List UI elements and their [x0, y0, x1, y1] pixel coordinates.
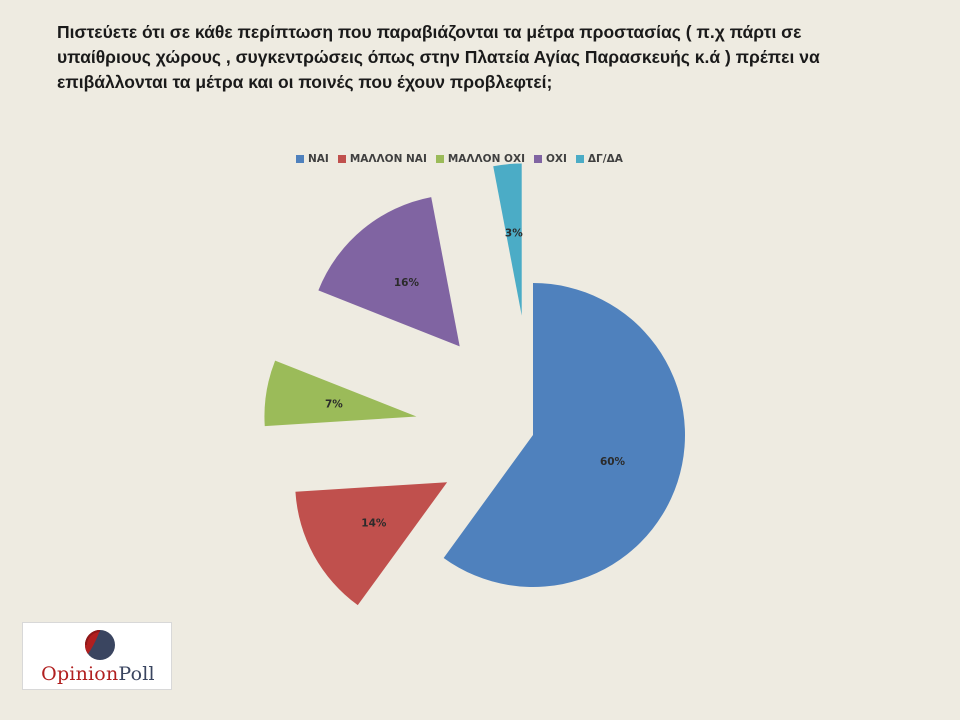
logo-wordmark: OpinionPoll	[23, 663, 173, 685]
legend-item-dg-da: ΔΓ/ΔΑ	[575, 153, 623, 165]
data-label: 60%	[600, 456, 626, 468]
legend-swatch	[575, 155, 584, 163]
legend-item-oxi: ΟΧΙ	[533, 153, 567, 165]
slice-nai	[443, 283, 686, 588]
opinionpoll-logo: OpinionPoll	[22, 622, 172, 690]
legend-item-nai: ΝΑΙ	[296, 153, 329, 165]
legend-label: ΜΑΛΛΟΝ ΟΧΙ	[447, 153, 525, 165]
legend-swatch	[435, 155, 444, 163]
slice-mallon-nai	[295, 482, 448, 606]
legend-label: ΔΓ/ΔΑ	[587, 153, 623, 165]
data-label: 16%	[394, 277, 420, 289]
legend-swatch	[296, 155, 304, 163]
legend-item-mallon-nai: ΜΑΛΛΟΝ ΝΑΙ	[337, 153, 427, 165]
legend-item-mallon-oxi: ΜΑΛΛΟΝ ΟΧΙ	[435, 153, 525, 165]
chart-legend: ΝΑΙ ΜΑΛΛΟΝ ΝΑΙ ΜΑΛΛΟΝ ΟΧΙ ΟΧΙ ΔΓ/ΔΑ	[296, 150, 632, 168]
logo-text-opinion: Opinion	[41, 663, 119, 685]
data-label: 14%	[361, 517, 387, 529]
legend-label: ΜΑΛΛΟΝ ΝΑΙ	[349, 153, 427, 165]
legend-swatch	[337, 155, 346, 163]
survey-question: Πιστεύετε ότι σε κάθε περίπτωση που παρα…	[57, 22, 820, 92]
slice-mallon-oxi	[264, 360, 417, 427]
logo-mark-icon	[85, 630, 115, 660]
logo-text-poll: Poll	[118, 663, 155, 685]
data-label: 3%	[505, 227, 523, 239]
legend-label: ΝΑΙ	[308, 153, 329, 165]
legend-swatch	[533, 155, 542, 163]
data-label: 7%	[325, 398, 343, 410]
legend-label: ΟΧΙ	[545, 153, 567, 165]
slice-dg-da	[493, 163, 522, 316]
slice-oxi	[318, 197, 460, 347]
